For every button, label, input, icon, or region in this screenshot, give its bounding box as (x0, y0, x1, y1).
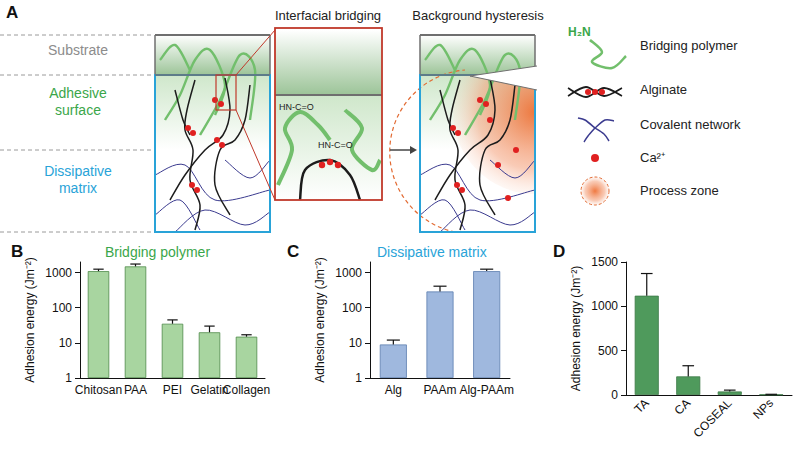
svg-text:Adhesive: Adhesive (49, 85, 107, 101)
svg-text:0: 0 (611, 388, 618, 402)
svg-text:1: 1 (65, 371, 72, 385)
svg-text:surface: surface (55, 102, 101, 118)
svg-text:PAAm: PAAm (423, 383, 456, 397)
svg-text:Substrate: Substrate (48, 42, 108, 58)
svg-text:Dissipative matrix: Dissipative matrix (377, 244, 487, 260)
svg-text:Gelatin: Gelatin (190, 383, 229, 397)
svg-text:TA: TA (632, 396, 652, 416)
svg-text:Alg: Alg (385, 383, 402, 397)
svg-text:100: 100 (52, 301, 72, 315)
svg-text:Bridging polymer: Bridging polymer (640, 38, 738, 53)
svg-text:Adhesion energy (Jm⁻²): Adhesion energy (Jm⁻²) (23, 257, 37, 382)
svg-text:HN-C=O: HN-C=O (318, 140, 353, 150)
svg-text:H₂N: H₂N (568, 25, 591, 39)
svg-text:Bridging polymer: Bridging polymer (105, 244, 210, 260)
svg-text:1000: 1000 (591, 299, 618, 313)
svg-text:Interfacial bridging: Interfacial bridging (275, 8, 381, 23)
svg-text:Dissipative: Dissipative (44, 163, 112, 179)
svg-text:Ca²⁺: Ca²⁺ (640, 150, 665, 165)
svg-text:matrix: matrix (59, 180, 97, 196)
svg-text:Process zone: Process zone (640, 183, 719, 198)
svg-text:1500: 1500 (591, 255, 618, 269)
svg-text:PEI: PEI (163, 383, 182, 397)
svg-text:10: 10 (59, 336, 73, 350)
svg-text:1000: 1000 (335, 266, 362, 280)
svg-text:C: C (287, 242, 299, 261)
svg-text:Alg-PAAm: Alg-PAAm (459, 383, 513, 397)
svg-text:Alginate: Alginate (640, 82, 687, 97)
svg-text:Adhesion energy (Jm⁻²): Adhesion energy (Jm⁻²) (313, 257, 327, 382)
svg-text:D: D (553, 242, 565, 261)
svg-text:Collagen: Collagen (223, 383, 270, 397)
svg-text:Adhesion energy (Jm⁻²): Adhesion energy (Jm⁻²) (569, 266, 583, 391)
svg-text:HN-C=O: HN-C=O (279, 102, 314, 112)
svg-text:Covalent network: Covalent network (640, 117, 741, 132)
svg-text:CA: CA (672, 396, 694, 418)
svg-text:1000: 1000 (45, 266, 72, 280)
svg-text:B: B (11, 242, 23, 261)
svg-text:NPs: NPs (750, 396, 776, 422)
svg-text:COSEAL: COSEAL (690, 396, 735, 441)
svg-text:Chitosan: Chitosan (75, 383, 122, 397)
svg-text:A: A (6, 3, 18, 22)
svg-text:100: 100 (342, 301, 362, 315)
svg-text:1: 1 (355, 371, 362, 385)
svg-text:10: 10 (349, 336, 363, 350)
svg-text:Background hysteresis: Background hysteresis (412, 8, 544, 23)
svg-text:PAA: PAA (124, 383, 147, 397)
svg-text:500: 500 (598, 344, 618, 358)
